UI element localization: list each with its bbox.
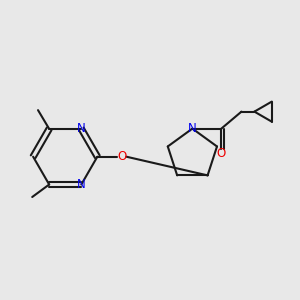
Text: N: N (77, 122, 86, 135)
Text: N: N (77, 178, 86, 191)
Text: O: O (117, 150, 127, 163)
Text: N: N (188, 122, 197, 135)
Text: O: O (217, 147, 226, 160)
